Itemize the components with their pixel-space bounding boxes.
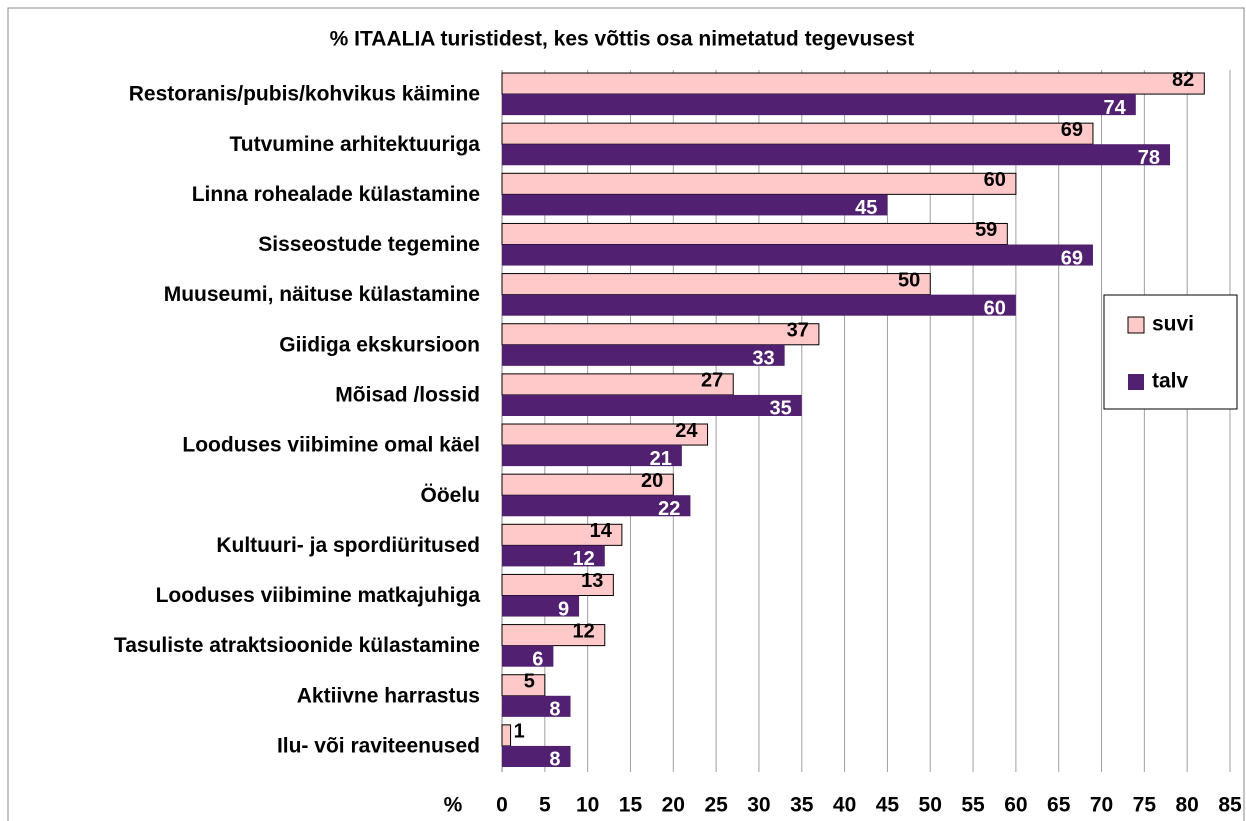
x-tick-label: 35: [790, 794, 814, 817]
y-tick-label: Looduses viibimine omal käel: [182, 434, 480, 457]
data-label: 69: [1061, 247, 1083, 269]
x-tick-label: 25: [704, 794, 728, 817]
data-label: 13: [581, 570, 603, 592]
x-tick-label: 70: [1090, 794, 1113, 817]
data-label: 14: [590, 520, 613, 542]
x-tick-label: 0: [496, 794, 508, 817]
x-tick-label: 80: [1175, 794, 1198, 817]
y-tick-label: Linna rohealade külastamine: [192, 183, 480, 206]
x-tick-label: 55: [961, 794, 985, 817]
x-tick-label: 60: [1004, 794, 1027, 817]
data-label: 59: [975, 219, 997, 241]
legend-swatch: [1127, 316, 1145, 334]
x-tick-label: 10: [576, 794, 599, 817]
bar: [501, 273, 931, 296]
y-tick-label: Tutvumine arhitektuuriga: [230, 133, 481, 156]
data-label: 69: [1061, 119, 1083, 141]
data-label: 33: [752, 348, 774, 370]
legend-label: suvi: [1152, 313, 1194, 336]
bar: [501, 724, 512, 747]
y-tick-label: Giidiga ekskursioon: [279, 333, 480, 356]
x-tick-label: 85: [1218, 794, 1242, 817]
bar: [501, 323, 820, 346]
data-label: 12: [573, 548, 595, 570]
data-label: 9: [558, 598, 569, 620]
x-tick-label: 40: [833, 794, 856, 817]
data-label: 20: [641, 470, 663, 492]
bar: [502, 294, 1016, 316]
data-label: 60: [984, 297, 1006, 319]
bar: [502, 394, 802, 416]
bar: [502, 344, 785, 366]
x-tick-label: 50: [919, 794, 942, 817]
y-tick-label: Aktiivne harrastus: [297, 684, 480, 707]
y-tick-label: Sisseostude tegemine: [258, 233, 480, 256]
bar: [502, 94, 1136, 116]
data-label: 8: [549, 699, 560, 721]
y-tick-label: Looduses viibimine matkajuhiga: [156, 584, 481, 607]
bar: [502, 595, 580, 617]
chart-title: % ITAALIA turistidest, kes võttis osa ni…: [330, 28, 915, 51]
x-tick-label: 5: [539, 794, 551, 817]
data-label: 6: [532, 648, 543, 670]
x-tick-label: 45: [876, 794, 900, 817]
bar: [502, 545, 605, 567]
data-label: 12: [573, 620, 595, 642]
bar: [502, 144, 1171, 166]
x-tick-label: 20: [662, 794, 685, 817]
bar: [501, 172, 1017, 195]
data-label: 21: [650, 448, 672, 470]
y-tick-label: Tasuliste atraktsioonide külastamine: [114, 634, 480, 657]
data-label: 74: [1104, 97, 1127, 119]
bar: [501, 122, 1094, 145]
x-tick-label: 15: [619, 794, 643, 817]
data-label: 22: [658, 498, 680, 520]
data-label: 35: [770, 398, 792, 420]
legend-label: talv: [1152, 370, 1189, 393]
bar: [501, 222, 1008, 245]
y-tick-label: Ööelu: [420, 484, 480, 507]
data-label: 27: [701, 370, 723, 392]
data-label: 8: [549, 749, 560, 771]
data-label: 37: [787, 320, 809, 342]
bar: [502, 645, 554, 667]
bar: [501, 72, 1205, 95]
legend-swatch: [1128, 374, 1144, 390]
data-label: 50: [898, 269, 920, 291]
x-axis-label: %: [444, 794, 463, 817]
x-tick-label: 75: [1133, 794, 1157, 817]
data-label: 60: [984, 169, 1006, 191]
bar: [501, 373, 734, 396]
y-tick-label: Mõisad /lossid: [335, 383, 480, 406]
bar: [502, 194, 888, 216]
data-label: 24: [675, 420, 698, 442]
bar: [502, 745, 571, 767]
bar: [502, 695, 571, 717]
x-tick-label: 65: [1047, 794, 1071, 817]
data-label: 45: [855, 197, 877, 219]
data-label: 5: [524, 671, 535, 693]
y-tick-label: Restoranis/pubis/kohvikus käimine: [129, 83, 480, 106]
y-tick-label: Muuseumi, näituse külastamine: [164, 283, 480, 306]
bar: [502, 244, 1093, 266]
x-tick-label: 30: [747, 794, 770, 817]
data-label: 1: [514, 721, 525, 743]
data-label: 78: [1138, 147, 1160, 169]
y-tick-label: Kultuuri- ja spordiüritused: [216, 534, 480, 557]
bar: [502, 445, 682, 467]
y-tick-label: Ilu- või raviteenused: [277, 734, 480, 757]
data-label: 82: [1172, 69, 1194, 91]
bar: [502, 495, 691, 517]
legend-box: [1103, 294, 1238, 410]
